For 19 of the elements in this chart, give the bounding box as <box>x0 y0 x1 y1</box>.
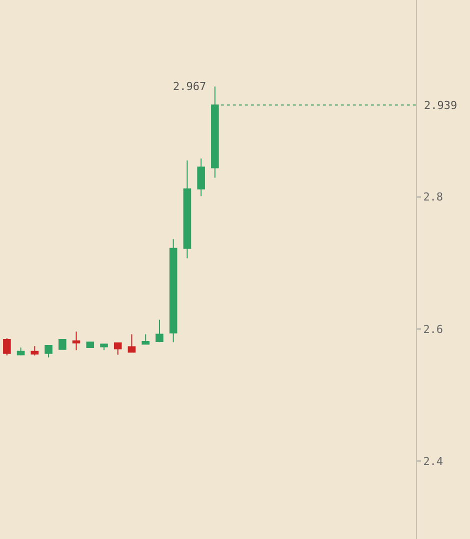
candlestick <box>142 334 150 345</box>
candlestick <box>128 334 136 353</box>
candlestick <box>30 346 39 356</box>
ref-line-label: 2.939 <box>424 99 458 112</box>
candlestick <box>197 158 205 197</box>
candlestick <box>3 338 11 356</box>
y-tick-label: 2.4 <box>423 454 444 468</box>
candlestick <box>72 331 80 351</box>
candlestick <box>58 339 66 350</box>
candlestick <box>183 160 192 259</box>
candlestick <box>114 342 122 356</box>
annotation: 2.967 <box>173 80 206 93</box>
candlestick <box>100 344 108 351</box>
y-tick-label: 2.6 <box>423 322 444 336</box>
candlestick <box>156 319 164 343</box>
candlestick <box>86 342 94 348</box>
candlestick <box>44 344 52 358</box>
y-tick-label: 2.8 <box>423 190 444 204</box>
candlestick <box>169 238 178 343</box>
